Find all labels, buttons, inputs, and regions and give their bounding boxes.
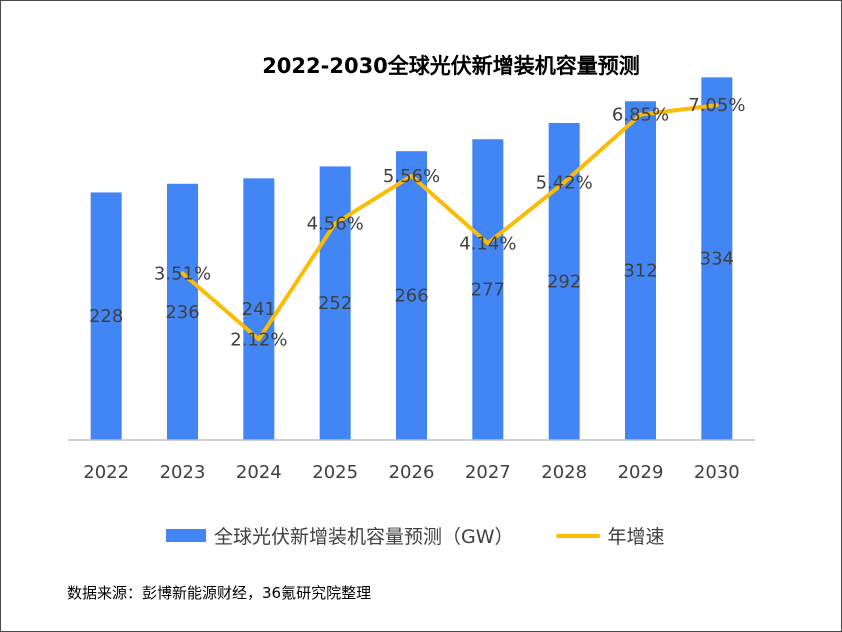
legend-label-line: 年增速	[607, 526, 665, 548]
x-tick-2030: 2030	[694, 462, 740, 483]
source-note: 数据来源：彭博新能源财经，36氪研究院整理	[67, 584, 372, 602]
growth-rate-line	[180, 103, 719, 342]
x-tick-2023: 2023	[160, 462, 206, 483]
bar-2030	[701, 77, 733, 440]
bar-label-2027: 277	[471, 280, 505, 301]
line-label-2029: 6.85%	[612, 105, 669, 126]
bar-label-2024: 241	[242, 299, 276, 320]
legend-label-bar: 全球光伏新增装机容量预测（GW）	[214, 526, 514, 548]
bar-2022	[90, 192, 122, 440]
bar-2024	[243, 178, 275, 441]
bar-series	[90, 77, 733, 441]
legend-item-line: 年增速	[555, 522, 665, 549]
bar-label-2022: 228	[89, 306, 123, 327]
x-tick-2026: 2026	[389, 462, 435, 483]
x-tick-2022: 2022	[83, 462, 129, 483]
x-tick-2024: 2024	[236, 462, 282, 483]
bar-2026	[396, 151, 427, 440]
bar-2025	[319, 166, 351, 440]
bar-label-2030: 334	[700, 249, 734, 270]
bar-label-2023: 236	[165, 302, 199, 323]
legend: 全球光伏新增装机容量预测（GW） 年增速	[166, 522, 665, 549]
line-label-2026: 5.56%	[383, 166, 440, 187]
legend-swatch-bar	[166, 529, 206, 542]
line-label-2027: 4.14%	[459, 233, 516, 254]
x-tick-2028: 2028	[541, 462, 587, 483]
chart-title: 2022-2030全球光伏新增装机容量预测	[262, 54, 640, 78]
bar-2023	[167, 183, 198, 440]
bar-2027	[472, 139, 504, 440]
bar-label-2028: 292	[547, 271, 581, 292]
line-label-2030: 7.05%	[688, 95, 745, 116]
bar-label-2029: 312	[623, 261, 657, 282]
x-tick-2025: 2025	[312, 462, 358, 483]
bar-data-labels: 228 236 241 252 266 277 292 312 334	[89, 249, 734, 328]
legend-swatch-line	[555, 533, 600, 538]
line-label-2023: 3.51%	[154, 263, 211, 284]
bar-2029	[625, 101, 656, 440]
bar-label-2026: 266	[394, 286, 428, 307]
line-label-2028: 5.42%	[536, 173, 593, 194]
bar-label-2025: 252	[318, 293, 352, 314]
line-label-2025: 4.56%	[307, 213, 364, 234]
x-tick-2029: 2029	[618, 462, 664, 483]
x-tick-labels: 2022 2023 2024 2025 2026 2027 2028 2029 2030	[83, 462, 739, 483]
line-label-2024: 2.12%	[230, 329, 287, 350]
line-data-labels: 3.51% 2.12% 4.56% 5.56% 4.14% 5.42% 6.85% 7.05%	[154, 95, 746, 350]
x-tick-2027: 2027	[465, 462, 511, 483]
legend-item-bar: 全球光伏新增装机容量预测（GW）	[166, 522, 514, 549]
